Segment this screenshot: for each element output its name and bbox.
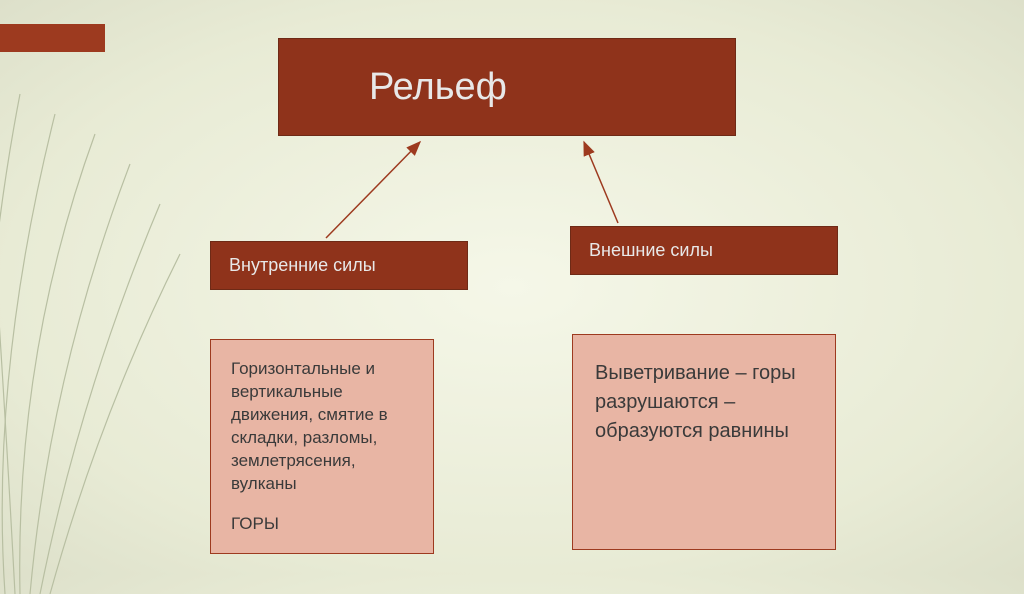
title-text: Рельеф [369, 66, 507, 109]
internal-forces-label: Внутренние силы [229, 255, 376, 276]
accent-bar [0, 24, 105, 52]
external-forces-label: Внешние силы [589, 240, 713, 261]
internal-detail-caps: ГОРЫ [231, 514, 279, 534]
external-forces-block: Внешние силы [570, 226, 838, 275]
internal-detail-text: Горизонтальные и вертикальные движения, … [231, 358, 413, 496]
external-detail-block: Выветривание – горы разрушаются – образу… [572, 334, 836, 550]
title-block: Рельеф [278, 38, 736, 136]
internal-detail-block: Горизонтальные и вертикальные движения, … [210, 339, 434, 554]
external-detail-text: Выветривание – горы разрушаются – образу… [595, 359, 813, 446]
internal-forces-block: Внутренние силы [210, 241, 468, 290]
grass-decoration [0, 54, 220, 594]
